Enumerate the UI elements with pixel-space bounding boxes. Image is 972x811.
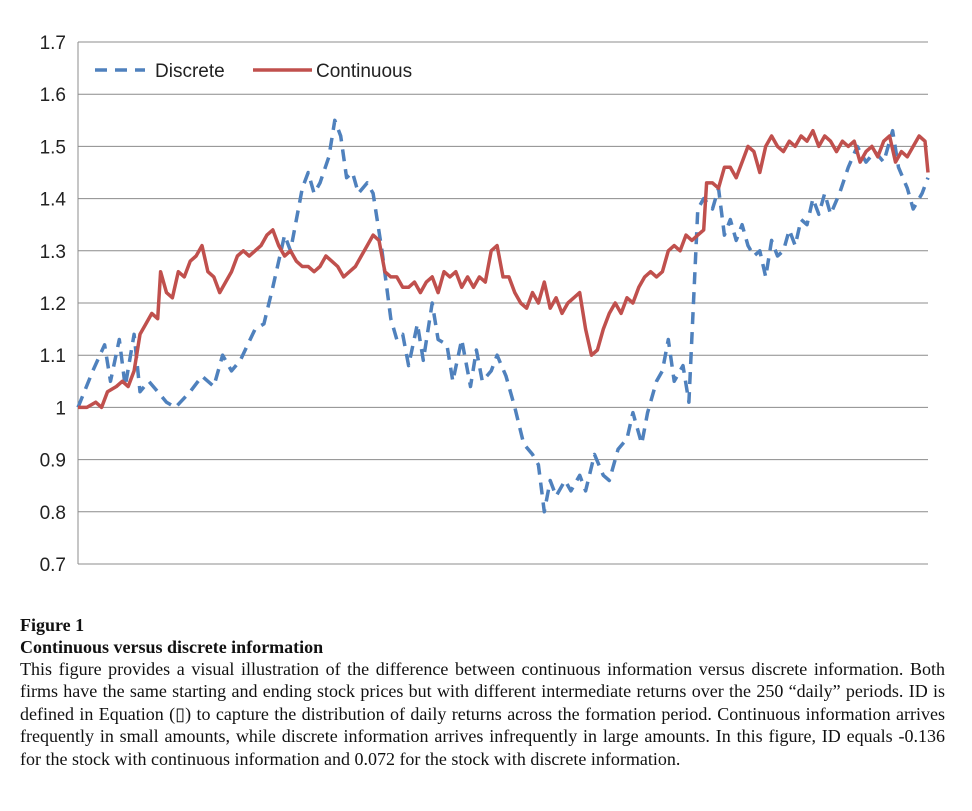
y-tick-label: 0.8 (40, 503, 66, 524)
y-tick-label: 0.7 (40, 555, 66, 576)
series-line-continuous (78, 128, 930, 410)
y-tick-label: 1.4 (40, 190, 67, 211)
figure-description: This figure provides a visual illustrati… (20, 659, 945, 769)
legend-label-discrete: Discrete (155, 61, 225, 82)
y-tick-label: 1.3 (40, 242, 66, 263)
y-tick-label: 1.7 (40, 33, 66, 54)
figure-title: Continuous versus discrete information (20, 637, 324, 657)
series-group (76, 118, 930, 514)
legend: Discrete Continuous (95, 61, 412, 82)
gridlines (77, 41, 928, 565)
series-line-discrete (76, 118, 930, 514)
y-tick-label: 1.6 (40, 85, 66, 106)
line-chart: 1.7 1.6 1.5 1.4 1.3 1.2 1.1 1 0.9 0.8 0.7 Discrete… (40, 33, 930, 576)
y-tick-label: 1.1 (40, 346, 66, 367)
y-tick-label: 1.2 (40, 294, 66, 315)
figure-number: Figure 1 (20, 615, 85, 635)
figure-caption: Figure 1 Continuous versus discrete info… (20, 614, 945, 770)
y-tick-label: 0.9 (40, 451, 66, 472)
y-tick-label: 1.5 (40, 137, 66, 158)
y-axis-tick-labels: 1.7 1.6 1.5 1.4 1.3 1.2 1.1 1 0.9 0.8 0.7 (40, 33, 67, 576)
y-tick-label: 1 (55, 398, 66, 419)
legend-label-continuous: Continuous (316, 61, 412, 82)
